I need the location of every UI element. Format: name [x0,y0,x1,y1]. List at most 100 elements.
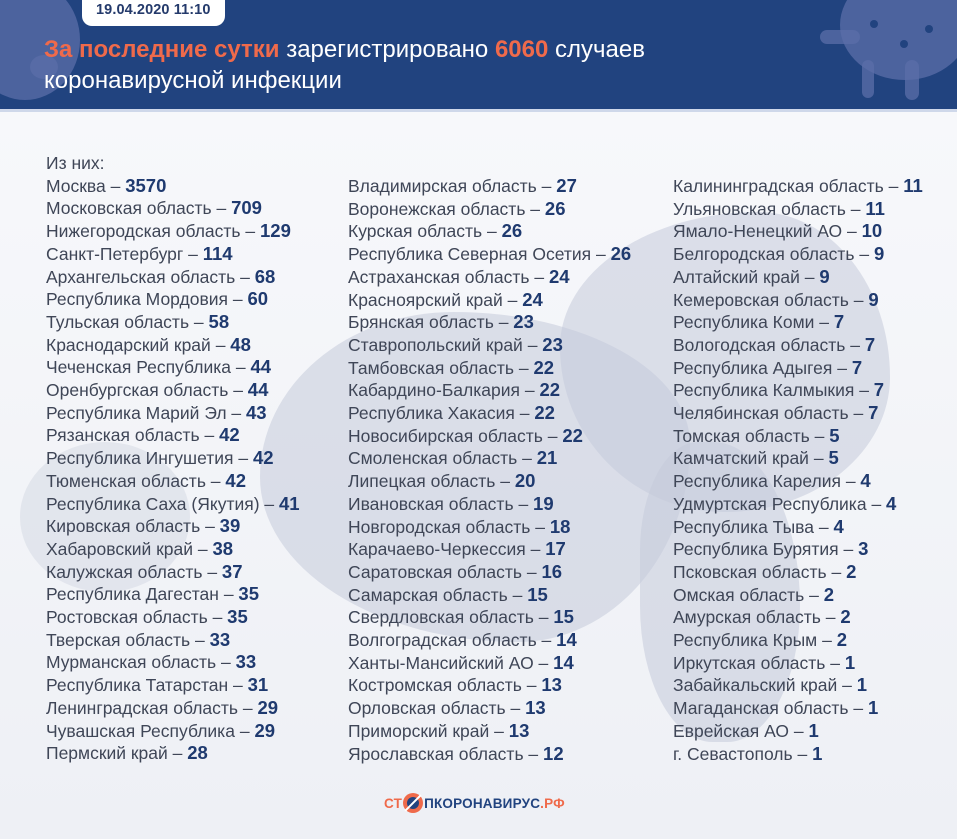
case-count: 22 [534,402,555,424]
separator: – [235,266,255,287]
region-row: Новгородская область – 18 [348,516,631,539]
separator: – [799,266,820,287]
case-count: 4 [860,470,871,492]
separator: – [513,493,534,514]
case-count: 9 [868,288,879,310]
region-name: Челябинская область [673,403,849,424]
separator: – [522,334,543,355]
separator: – [493,312,514,333]
region-name: Республика Бурятия [673,539,839,560]
region-name: Удмуртская Республика [673,493,867,514]
separator: – [189,311,209,332]
region-row: Республика Марий Эл – 43 [46,402,300,425]
region-row: Омская область – 2 [673,584,923,607]
separator: – [808,448,829,469]
separator: – [530,516,550,537]
region-name: Республика Коми [673,312,815,333]
separator: – [233,448,253,469]
separator: – [529,266,549,287]
region-row: Тверская область – 33 [46,629,300,652]
region-row: Республика Тыва – 4 [673,516,923,539]
case-count: 11 [903,175,923,196]
separator: – [259,493,280,514]
region-name: Еврейская АО [673,720,789,741]
case-count: 10 [861,220,883,242]
region-row: Республика Татарстан – 31 [46,674,300,697]
region-name: Томская область [673,425,810,446]
region-row: Чувашская Республика – 29 [46,720,300,743]
separator: – [817,630,837,651]
region-row: Красноярский край – 24 [348,289,631,312]
separator: – [832,357,852,378]
dot-decoration [870,20,878,28]
region-name: Саратовская область [348,561,522,582]
case-count: 42 [252,447,274,469]
region-name: Рязанская область [46,425,200,446]
region-name: Республика Татарстан [46,675,229,696]
region-name: Пермский край [46,743,168,764]
virus-decoration-icon [862,60,874,98]
region-row: Рязанская область – 42 [46,424,300,447]
separator: – [525,539,546,560]
separator: – [792,743,813,764]
region-column-3: Калининградская область – 11 Ульяновская … [673,175,923,765]
case-count: 4 [833,515,844,537]
region-name: Ханты-Мансийский АО [348,652,534,673]
dot-decoration [925,25,933,33]
region-row: Кировская область – 39 [46,515,300,538]
region-name: Тюменская область [46,470,206,491]
header-banner: 19.04.2020 11:10 За последние сутки заре… [0,0,957,112]
case-count: 44 [247,379,269,401]
region-name: Кировская область [46,516,201,537]
case-count: 35 [238,583,259,605]
region-row: Московская область – 709 [46,197,300,220]
region-name: Вологодская область [673,334,846,355]
dot-decoration [900,40,908,48]
region-name: Ростовская область [46,607,208,628]
region-name: Смоленская область [348,448,518,469]
case-count: 1 [844,651,856,673]
region-name: Республика Крым [673,630,818,651]
region-name: Чеченская Республика [46,357,231,378]
case-count: 24 [522,288,543,310]
date-badge: 19.04.2020 11:10 [82,0,225,26]
region-name: Карачаево-Черкессия [348,539,526,560]
region-row: Калининградская область – 11 [673,175,923,198]
region-row: Оренбургская область – 44 [46,379,300,402]
case-count: 26 [610,243,632,265]
region-row: Республика Коми – 7 [673,311,923,334]
case-count: 114 [202,242,233,264]
separator: – [591,244,611,265]
region-row: Алтайский край – 9 [673,266,923,289]
separator: – [838,539,859,560]
region-row: Забайкальский край – 1 [673,674,923,697]
region-row: Псковская область – 2 [673,561,923,584]
case-count: 11 [865,197,885,219]
separator: – [845,198,866,219]
region-name: Приморский край [348,720,490,741]
case-count: 44 [250,356,272,378]
virus-decoration-icon [905,60,919,100]
case-count: 42 [219,424,240,446]
region-name: Краснодарский край [46,334,211,355]
region-name: г. Севастополь [673,743,793,764]
case-count: 23 [513,311,534,333]
region-row: Смоленская область – 21 [348,447,631,470]
case-count: 7 [868,402,879,424]
separator: – [205,470,226,491]
case-count: 7 [864,333,876,355]
region-row: Саратовская область – 16 [348,561,631,584]
separator: – [231,357,251,378]
region-row: Нижегородская область – 129 [46,220,300,243]
region-row: Республика Бурятия – 3 [673,538,923,561]
case-count: 22 [562,424,583,446]
separator: – [883,176,904,196]
region-name: Хабаровский край [46,538,194,559]
region-name: Республика Ингушетия [46,448,234,469]
region-name: Новгородская область [348,516,531,537]
region-name: Владимирская область [348,176,537,196]
case-count: 7 [873,379,885,401]
region-name: Красноярский край [348,289,503,310]
separator: – [866,493,887,514]
region-row: Еврейская АО – 1 [673,720,923,743]
